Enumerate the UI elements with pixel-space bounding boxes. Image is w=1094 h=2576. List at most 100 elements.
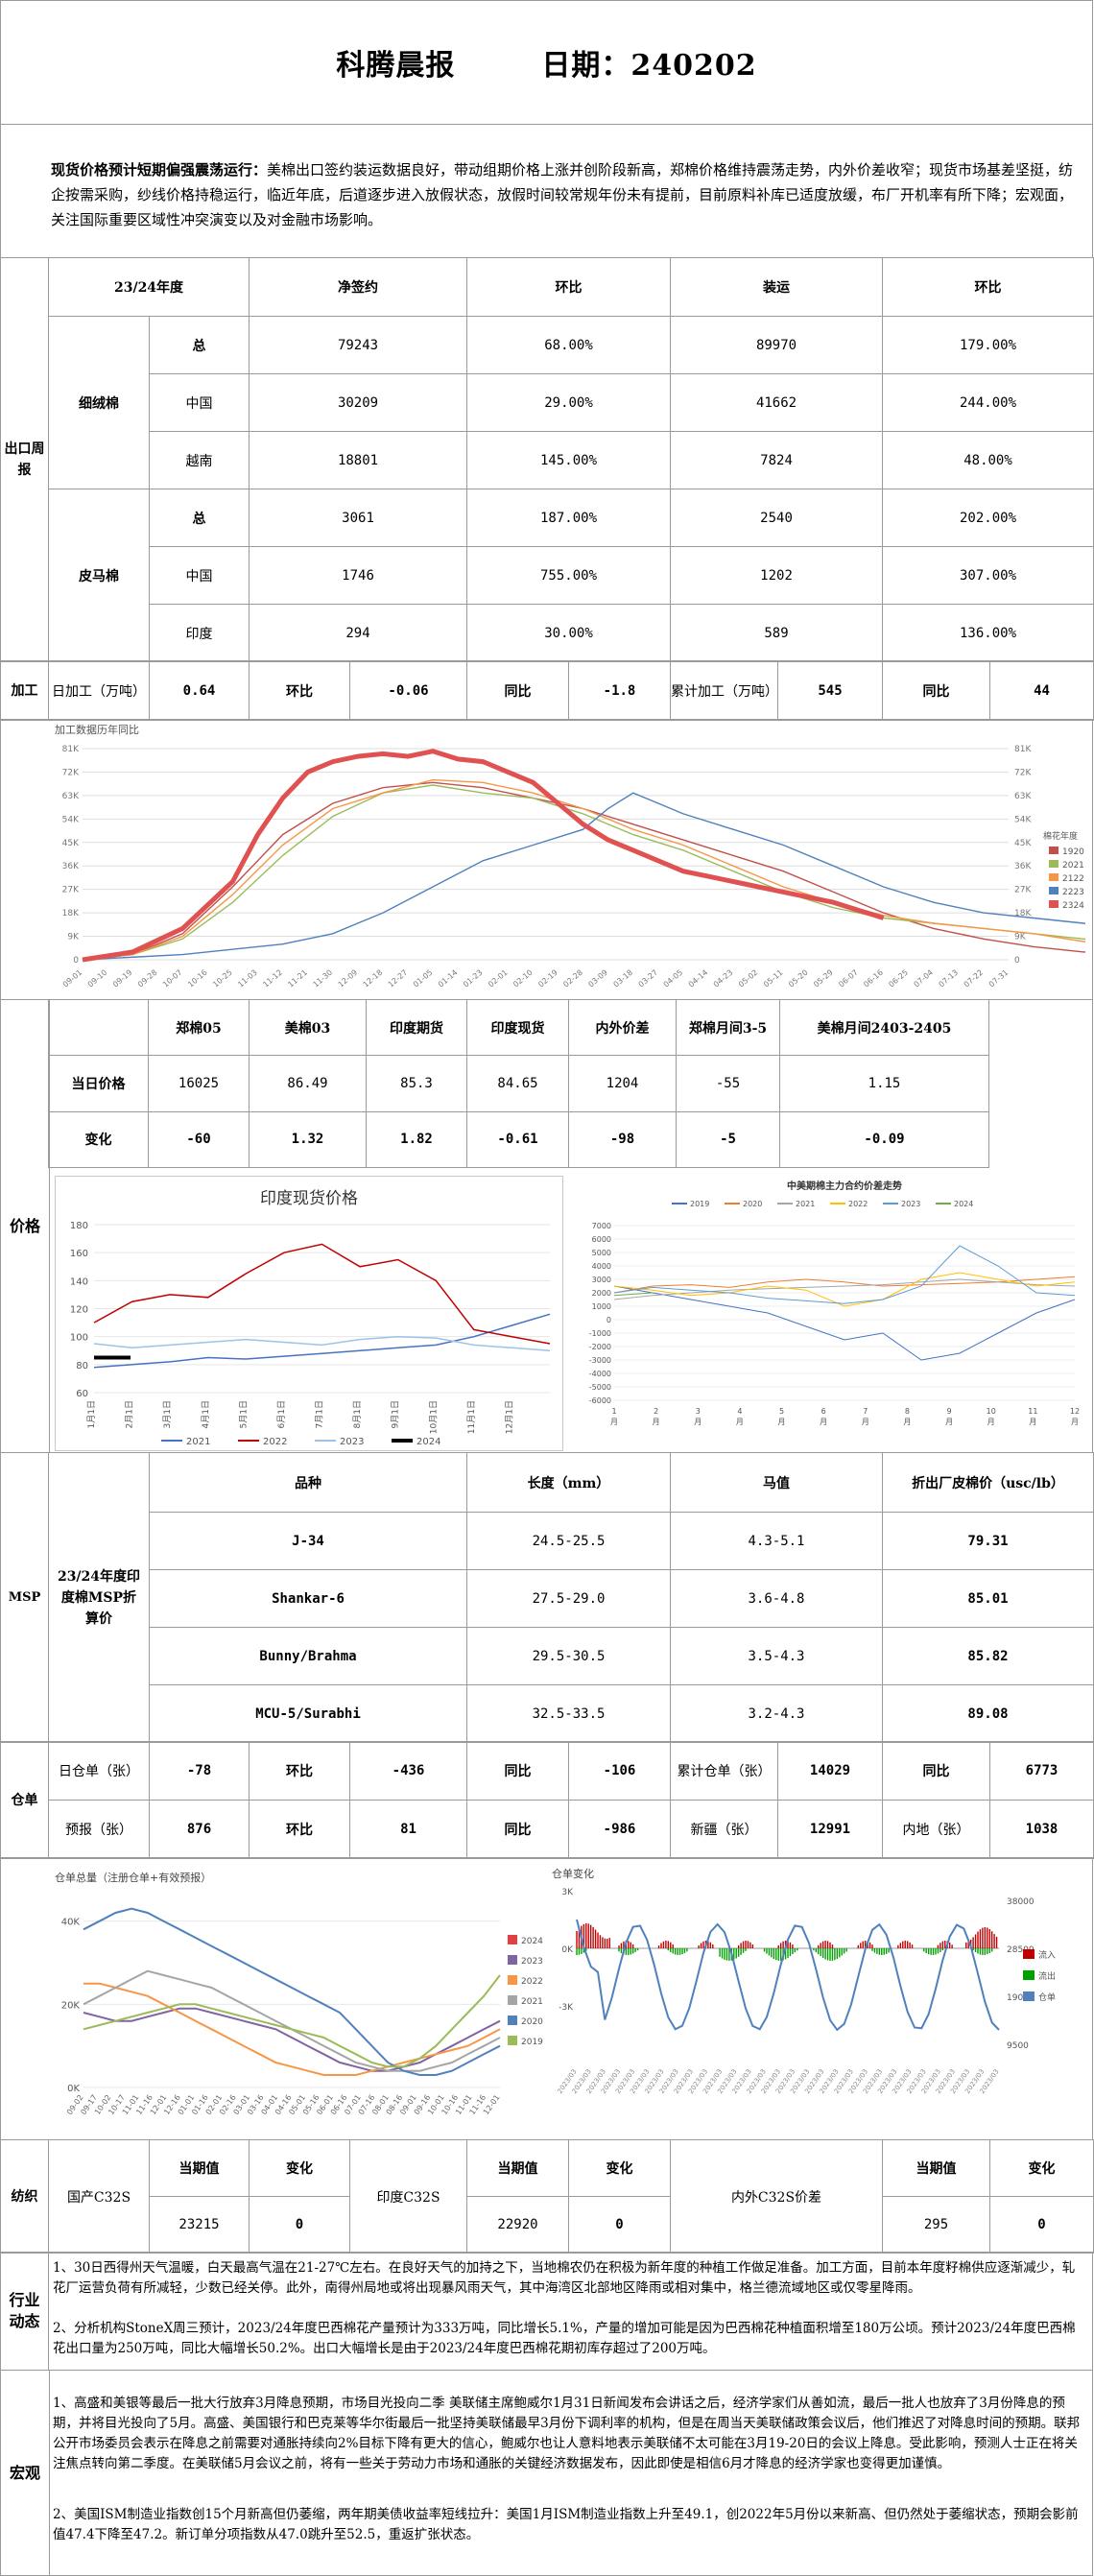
legend-title: 棉花年度: [1043, 830, 1078, 842]
x-tick-label: 5月1日: [238, 1400, 249, 1428]
export-shipment-change: 136.00%: [882, 604, 1094, 662]
export-shipment: 2540: [670, 489, 884, 547]
legend-swatch: [1049, 873, 1058, 881]
price-header-spread: 内外价差: [568, 998, 677, 1057]
msp-section-label: MSP: [0, 1452, 49, 1743]
export-group-pima: 皮马棉: [48, 489, 150, 662]
legend-label: 2122: [1062, 874, 1084, 884]
x-tick-label: 月: [1071, 1418, 1079, 1426]
warehouse-label: 日仓单（张）: [48, 1741, 150, 1801]
y-tick-label: -5000: [589, 1383, 611, 1392]
x-tick-label: 04-14: [687, 968, 710, 990]
legend-swatch: [1023, 1949, 1035, 1959]
export-net-change: 29.00%: [466, 373, 672, 432]
msp-header-length: 长度（mm）: [466, 1452, 671, 1513]
warehouse-value: 81: [349, 1800, 467, 1859]
y2-tick-label: 45K: [1014, 839, 1032, 848]
x-tick-label: 4月1日: [201, 1400, 211, 1428]
x-tick-label: 3月1日: [162, 1400, 173, 1428]
price-change: -0.61: [466, 1110, 569, 1169]
warehouse-total-line: [576, 1919, 1000, 2032]
price-header-zce-calendar: 郑棉月间3-5: [676, 998, 780, 1057]
x-tick-label: 07-04: [912, 968, 935, 990]
export-table: 出口周报 23/24年度 净签约 环比 装运 环比 细绒棉 总 79243 68…: [0, 257, 1094, 662]
y-tick-label: 27K: [62, 886, 80, 895]
y-tick-label: 81K: [62, 745, 80, 754]
warehouse-label: 内地（张）: [882, 1800, 990, 1859]
price-value: 1.15: [779, 1055, 989, 1112]
warehouse-label: 同比: [466, 1800, 569, 1859]
x-tick-label: 11-03: [236, 968, 259, 990]
msp-price: 85.82: [882, 1627, 1094, 1685]
processing-tb-value: -1.8: [568, 660, 671, 721]
y2-tick-label: 72K: [1014, 768, 1032, 777]
export-region: 中国: [148, 373, 250, 432]
warehouse-label: 累计仓单（张）: [670, 1741, 778, 1801]
msp-price: 85.01: [882, 1569, 1094, 1628]
report-header: 科腾晨报 日期：240202: [0, 0, 1093, 125]
stock-change-chart: 仓单变化-3K0K3K95001900028500380002023/03202…: [552, 1867, 1056, 2095]
legend-label: 2021: [521, 1997, 543, 2007]
export-net: 18801: [249, 431, 468, 489]
processing-chart-section: 加工数据历年同比 0 0 9K 9K 18K 18K 27K 27K 36K 36K 45K 45K 54…: [0, 719, 1093, 1000]
warehouse-label: 同比: [882, 1741, 990, 1801]
price-change: 1.82: [366, 1110, 467, 1169]
x-tick-label: 12: [1070, 1407, 1080, 1416]
y-tick-label: 0: [606, 1316, 611, 1324]
price-value: 85.3: [366, 1055, 467, 1112]
x-tick-label: 月: [987, 1418, 995, 1426]
x-tick-label: 12月1日: [504, 1400, 514, 1434]
y-tick-label: 1000: [592, 1302, 611, 1311]
x-tick-label: 月: [694, 1418, 702, 1426]
y-tick-label: 40K: [61, 1918, 81, 1928]
x-tick-label: 月: [610, 1418, 618, 1426]
x-tick-label: 1月1日: [86, 1400, 97, 1428]
export-shipment: 589: [670, 604, 884, 662]
series-line-2023: [83, 2007, 501, 2072]
x-tick-label: 09-01: [61, 968, 84, 990]
processing-hb-label: 环比: [249, 660, 350, 721]
price-change: -5: [676, 1110, 780, 1169]
export-net: 1746: [249, 546, 468, 605]
legend-label: 2023: [901, 1200, 920, 1208]
export-shipment-change: 48.00%: [882, 431, 1094, 489]
price-header-ice-calendar: 美棉月间2403-2405: [779, 998, 989, 1057]
x-tick-label: 8月1日: [352, 1400, 363, 1428]
cum-processing-tb-value: 44: [989, 660, 1094, 721]
y-tick-label: 45K: [62, 839, 80, 848]
export-shipment: 7824: [670, 431, 884, 489]
export-shipment-change: 244.00%: [882, 373, 1094, 432]
legend-label: 2024: [416, 1437, 440, 1447]
stock-total-chart: 仓单总量（注册仓单+有效预报）0K20K40K09-0209-1710-0210…: [55, 1871, 543, 2116]
summary-section: 现货价格预计短期偏强震荡运行：美棉出口签约装运数据良好，带动组期价格上涨并创阶段…: [0, 124, 1093, 258]
price-value: 1204: [568, 1055, 677, 1112]
warehouse-value: 876: [149, 1800, 250, 1859]
x-tick-label: 4: [737, 1407, 742, 1416]
legend-label: 2024: [521, 1937, 543, 1946]
export-net: 30209: [249, 373, 468, 432]
x-tick-label: 月: [1029, 1418, 1036, 1426]
y-tick-label: -3K: [559, 2003, 574, 2013]
x-tick-label: 05-11: [762, 968, 785, 990]
legend-swatch: [508, 1995, 517, 2005]
price-header-zce05: 郑棉05: [148, 998, 250, 1057]
export-header-year: 23/24年度: [47, 257, 250, 317]
chart-title: 印度现货价格: [260, 1189, 358, 1208]
legend-swatch: [508, 2015, 517, 2025]
series-line-2022: [613, 1272, 1076, 1307]
price-header-india-spot: 印度现货: [466, 998, 569, 1057]
c32s-spread-value: 295: [882, 2196, 990, 2254]
x-tick-label: 01-14: [437, 968, 460, 990]
y-tick-label: 63K: [62, 792, 80, 801]
legend-label: 2024: [954, 1200, 973, 1208]
x-tick-label: 05-29: [812, 968, 835, 990]
x-tick-label: 月: [736, 1418, 744, 1426]
warehouse-value: -986: [568, 1800, 671, 1859]
legend-swatch: [1023, 1970, 1035, 1980]
series-line-2021: [613, 1278, 1076, 1300]
series-line-1920: [82, 781, 1085, 961]
x-tick-label: 11-30: [312, 968, 335, 990]
y2-tick-label: 0: [1014, 956, 1020, 966]
